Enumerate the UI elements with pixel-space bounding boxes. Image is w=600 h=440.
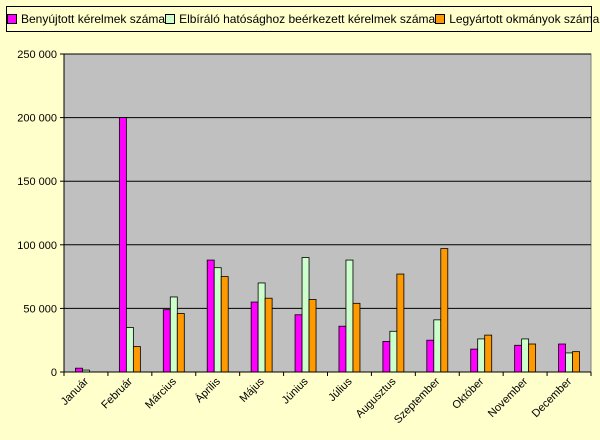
y-axis: 0 50 000 100 000 150 000 200 000 250 000 xyxy=(17,49,65,379)
bar-3-9 xyxy=(440,248,449,373)
x-tick-label: Február xyxy=(99,375,135,411)
bar-1-7 xyxy=(338,325,347,373)
legend-item-beerkezett: Elbíráló hatósághoz beérkezett kérelmek … xyxy=(165,12,435,26)
x-tick-label: Október xyxy=(450,375,486,411)
legend-item-legyartott: Legyártott okmányok száma xyxy=(435,12,599,26)
x-tick-label: Május xyxy=(238,375,268,405)
bar-2-10 xyxy=(477,338,486,373)
x-tick-label: Április xyxy=(192,375,223,406)
x-tick-label: Szeptember xyxy=(392,375,443,426)
x-tick-label: December xyxy=(530,375,575,420)
y-tick-label: 100 000 xyxy=(17,240,57,252)
legend-swatch-beerkezett xyxy=(165,14,176,24)
bar-1-9 xyxy=(426,339,435,373)
y-tick-label: 200 000 xyxy=(17,113,57,125)
bar-1-11 xyxy=(514,344,523,373)
bar-3-7 xyxy=(352,302,361,373)
bar-1-10 xyxy=(470,348,479,373)
x-tick-label: November xyxy=(486,375,531,420)
bar-2-8 xyxy=(389,330,398,373)
x-axis: Január Február Március Április Május Június Jú… xyxy=(59,371,592,426)
bar-3-6 xyxy=(308,299,317,373)
x-tick-label: Január xyxy=(59,375,92,408)
bar-1-3 xyxy=(162,309,171,373)
x-tick-label: Március xyxy=(143,375,179,411)
y-tick-label: 0 xyxy=(51,367,57,379)
legend-swatch-legyartott xyxy=(435,14,446,24)
x-tick-label: Július xyxy=(326,375,355,404)
bar-3-11 xyxy=(528,343,537,373)
bar-2-11 xyxy=(521,338,530,373)
bar-3-3 xyxy=(176,313,185,373)
plot-area xyxy=(63,53,592,373)
bar-1-6 xyxy=(294,314,303,373)
legend-label-legyartott: Legyártott okmányok száma xyxy=(449,12,600,26)
bar-3-5 xyxy=(264,297,273,373)
bar-2-6 xyxy=(301,257,310,373)
legend-swatch-benyujtott xyxy=(7,14,17,24)
bar-2-9 xyxy=(433,319,442,373)
bar-2-12 xyxy=(565,352,573,373)
bar-3-2 xyxy=(132,346,141,373)
bar-1-1 xyxy=(75,367,83,373)
bar-1-4 xyxy=(206,259,215,373)
bar-3-10 xyxy=(484,334,493,373)
x-tick-label: Augusztus xyxy=(354,375,399,420)
legend-label-benyujtott: Benyújtott kérelmek száma xyxy=(21,12,166,26)
bar-2-2 xyxy=(125,327,134,373)
y-tick-label: 150 000 xyxy=(17,176,57,188)
bar-3-8 xyxy=(396,273,405,373)
bar-1-2 xyxy=(118,117,127,373)
chart-legend: Benyújtott kérelmek száma Elbíráló hatós… xyxy=(6,6,599,32)
bar-1-12 xyxy=(558,343,566,373)
bar-2-5 xyxy=(257,282,266,373)
bar-2-4 xyxy=(213,267,222,373)
y-tick-label: 250 000 xyxy=(17,49,57,61)
legend-item-benyujtott: Benyújtott kérelmek száma xyxy=(7,12,165,26)
y-tick-label: 50 000 xyxy=(23,303,57,315)
bar-3-4 xyxy=(220,276,229,373)
bar-2-7 xyxy=(345,259,354,373)
bar-2-3 xyxy=(169,296,178,373)
x-tick-label: Június xyxy=(280,375,311,406)
bar-1-8 xyxy=(382,341,391,373)
bar-1-5 xyxy=(250,301,259,373)
legend-label-beerkezett: Elbíráló hatósághoz beérkezett kérelmek … xyxy=(179,12,436,26)
bar-3-12 xyxy=(572,351,580,373)
